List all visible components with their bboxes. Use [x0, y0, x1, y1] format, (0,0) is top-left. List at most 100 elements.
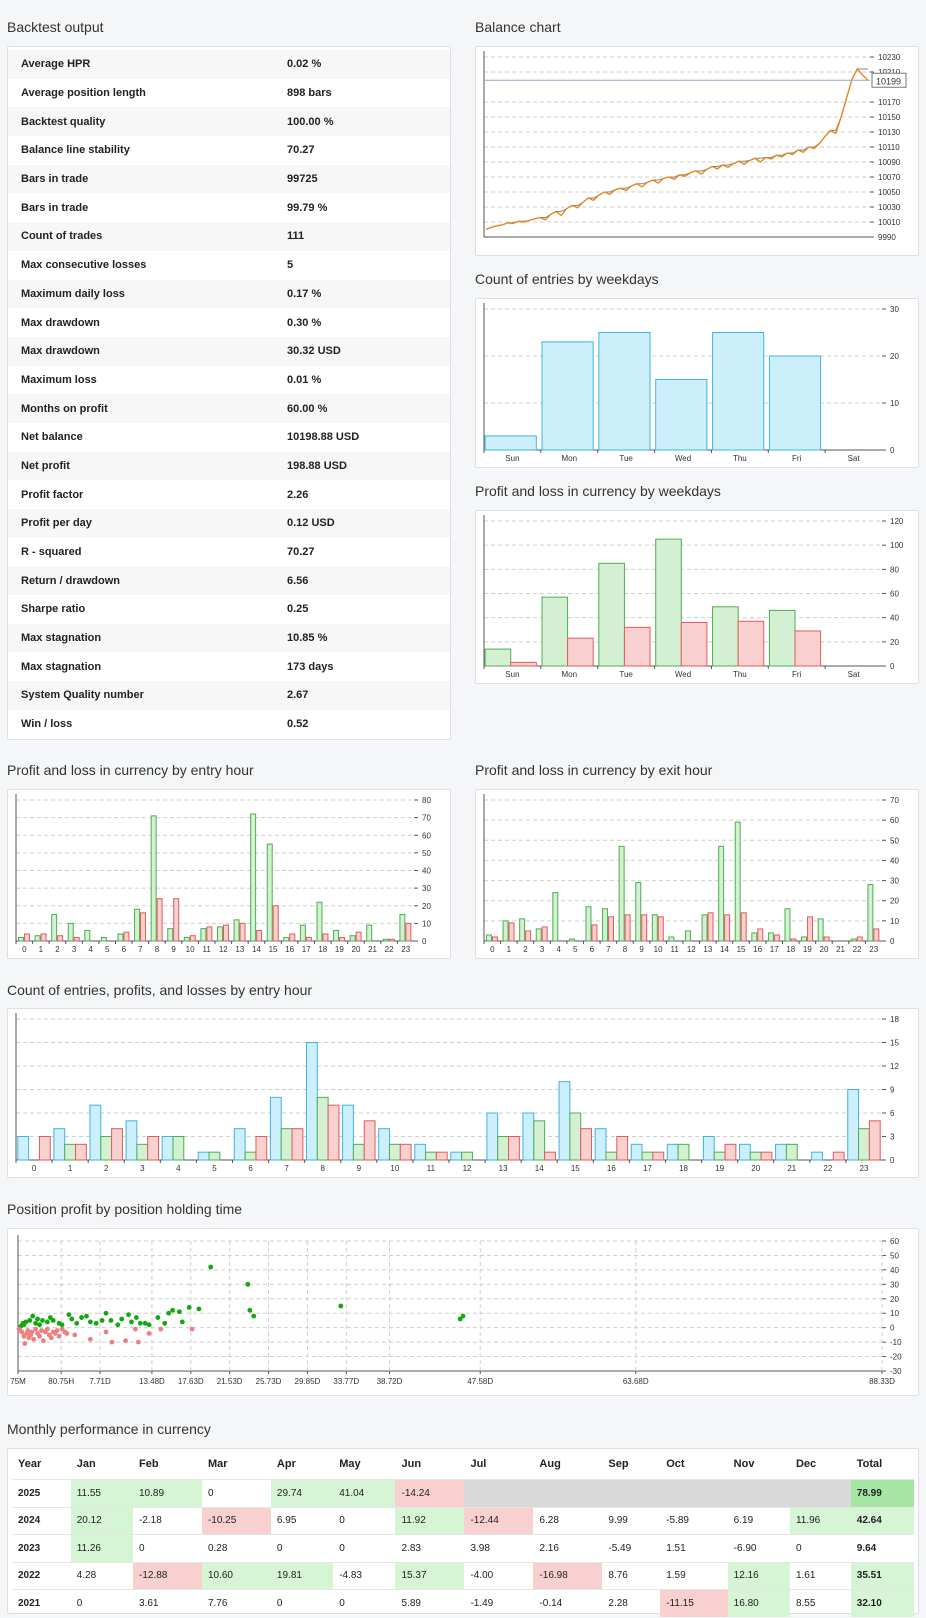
bar — [17, 1136, 30, 1161]
y-tick-label: 50 — [890, 1251, 899, 1260]
balance-line — [485, 67, 869, 231]
stat-row: Profit factor 2.26 — [8, 480, 450, 509]
bar — [630, 1143, 643, 1161]
y-tick-label: 3 — [890, 1133, 895, 1142]
stat-value: 99.79 % — [287, 201, 328, 214]
bar — [208, 1151, 221, 1161]
stat-row: Bars in trade 99725 — [8, 164, 450, 194]
loss-dot — [123, 1338, 128, 1344]
y-tick-label: 40 — [890, 614, 899, 623]
monthly-title: Monthly performance in currency — [7, 1421, 211, 1437]
bar — [461, 1151, 473, 1161]
x-tick-label: 17 — [770, 945, 779, 954]
profit-dot — [176, 1309, 182, 1315]
loss-dot — [54, 1328, 60, 1333]
month-cell: -1.49 — [464, 1589, 534, 1617]
bar — [75, 1143, 87, 1161]
x-tick-label: 17 — [302, 945, 311, 954]
x-tick-label: 7 — [284, 1164, 289, 1173]
bar — [67, 922, 74, 942]
x-tick-label: 4 — [88, 945, 93, 954]
stat-row: Average position length 898 bars — [8, 79, 450, 108]
bar — [305, 936, 312, 942]
y-tick-label: 10090 — [878, 158, 901, 167]
y-tick-label: 40 — [890, 1266, 899, 1275]
loss-dot — [29, 1329, 35, 1335]
profit-dot — [245, 1281, 251, 1287]
profit-dot — [93, 1320, 99, 1326]
x-tick-label: 10 — [186, 945, 195, 954]
bar — [342, 1104, 354, 1161]
monthly-row: 2024 20.12 -2.18 -10.25 6.95 0 11.92 -12.44 6.28… — [12, 1506, 914, 1535]
month-cell: 3.61 — [132, 1589, 202, 1617]
y-tick-label: 30 — [890, 877, 899, 886]
x-tick-label: 13.48D — [139, 1377, 165, 1386]
bar — [299, 924, 306, 942]
bar — [701, 914, 708, 942]
month-cell: 11.26 — [70, 1534, 133, 1562]
bar — [794, 630, 822, 667]
bar — [568, 938, 575, 942]
bar — [291, 1128, 304, 1161]
x-tick-label: 13 — [235, 945, 244, 954]
year-cell: 2021 — [12, 1589, 71, 1617]
y-tick-label: 30 — [890, 1280, 899, 1289]
month-cell: 10.89 — [132, 1479, 202, 1507]
x-tick-label: 20 — [820, 945, 829, 954]
bar — [738, 1143, 751, 1161]
stat-row: Maximum loss 0.01 % — [8, 366, 450, 395]
bar — [623, 626, 651, 667]
bar — [233, 919, 240, 942]
month-cell: 3.98 — [464, 1534, 534, 1562]
bar — [399, 914, 406, 942]
profit-dot — [460, 1313, 466, 1319]
loss-dot — [146, 1331, 152, 1336]
bar — [651, 914, 658, 942]
bar — [598, 562, 625, 667]
total-cell: 42.64 — [850, 1506, 914, 1535]
x-tick-label: 12 — [219, 945, 228, 954]
bar — [100, 936, 107, 942]
x-tick-label: 8 — [155, 945, 160, 954]
bar — [807, 916, 814, 942]
bar — [256, 929, 263, 942]
monthly-header-cell: Aug — [539, 1458, 561, 1470]
x-tick-label: Fri — [792, 670, 802, 679]
stat-row: Net profit 198.88 USD — [8, 451, 450, 481]
month-cell: 15.37 — [395, 1561, 465, 1590]
bar — [40, 933, 47, 942]
monthly-header-cell: Apr — [276, 1458, 296, 1470]
profit-dot — [137, 1320, 143, 1326]
balance-title: Balance chart — [475, 19, 561, 35]
bar — [552, 892, 559, 942]
bar — [785, 1143, 798, 1161]
bar — [768, 355, 822, 451]
loss-dot — [33, 1326, 39, 1332]
stat-label: Net profit — [21, 459, 70, 472]
month-cell: 2.28 — [602, 1589, 661, 1617]
month-cell: -6.90 — [727, 1534, 790, 1562]
x-tick-label: 23 — [860, 1164, 869, 1173]
stat-value: 70.27 — [287, 144, 315, 157]
month-cell: -0.14 — [533, 1589, 603, 1617]
y-tick-label: 70 — [890, 796, 899, 805]
x-tick-label: 20 — [352, 945, 361, 954]
pl-entry-hour-panel: 0 10 20 30 40 50 60 70 80 0 1 2 3 4 5 6 7 8 9 10 11 12 13 14 15 1… — [7, 789, 451, 959]
x-tick-label: 13 — [499, 1164, 508, 1173]
bar — [707, 912, 714, 942]
month-cell: 8.55 — [789, 1589, 851, 1617]
stat-label: Net balance — [21, 431, 83, 444]
bar — [684, 930, 691, 942]
y-tick-label: 10150 — [878, 113, 901, 122]
bar — [618, 845, 625, 942]
month-cell — [789, 1479, 851, 1507]
x-tick-label: 4 — [556, 945, 561, 954]
bar — [200, 928, 207, 942]
bar — [541, 596, 569, 667]
bar — [608, 916, 615, 942]
pl-entry-hour-title: Profit and loss in currency by entry hou… — [7, 762, 254, 778]
stat-value: 0.25 — [287, 603, 309, 616]
x-tick-label: 25.73D — [256, 1377, 282, 1386]
